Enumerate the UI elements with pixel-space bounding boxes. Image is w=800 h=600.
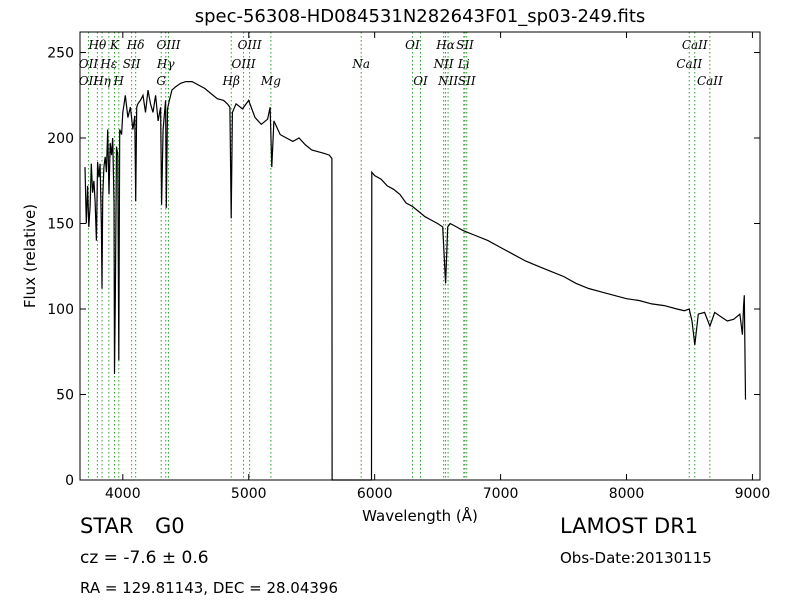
x-tick-label: 9000 [735,486,771,502]
y-tick-label: 150 [47,217,74,233]
line-annotation-label: OIII [232,57,256,71]
x-tick-label: 8000 [609,486,645,502]
line-annotation-label: CaII [676,57,702,71]
line-annotation-label: Hε [99,57,117,71]
x-tick-label: 4000 [105,486,141,502]
line-annotation-label: NII [437,74,458,88]
line-annotation-label: OIII [238,38,262,52]
y-tick-label: 0 [65,473,74,489]
line-annotation-label: Li [457,57,470,71]
y-axis-label: Flux (relative) [21,204,39,308]
line-annotation-label: Na [351,57,370,71]
line-annotation-label: CaII [697,74,723,88]
y-tick-label: 250 [47,46,74,62]
y-axis-ticks: 0 50 100 150 200 250 [47,46,760,489]
line-annotation-label: Hα [435,38,455,52]
x-tick-label: 7000 [483,486,519,502]
line-annotation-label: K [109,38,120,52]
line-annotation-label: Hγ [156,57,175,71]
line-annotations: OII OII Hθ Hη Hε K H SII Hδ G Hγ OIII Hβ OIII OIII Mg Na… [79,38,723,88]
redshift-value: cz = -7.6 ± 0.6 [80,548,209,568]
line-annotation-label: CaII [682,38,708,52]
emission-line-markers [87,32,711,480]
line-annotation-label: Hβ [222,74,240,88]
line-annotation-label: H [113,74,125,88]
line-annotation-label: Hη [92,74,111,88]
line-annotation-label: SII [123,57,141,71]
line-annotation-label: OIII [156,38,180,52]
y-tick-label: 100 [47,302,74,318]
x-axis-ticks: 4000 5000 6000 7000 8000 9000 [105,32,770,502]
x-tick-label: 6000 [357,486,393,502]
spectrum-line [84,81,747,481]
x-axis-label: Wavelength (Å) [362,506,478,525]
line-annotation-label: OI [405,38,420,52]
line-annotation-label: OII [79,74,99,88]
line-annotation-label: SII [456,38,474,52]
coordinates: RA = 129.81143, DEC = 28.04396 [80,579,339,597]
plot-frame [79,31,761,481]
line-annotation-label: Mg [260,74,281,88]
line-annotation-label: NII [433,57,454,71]
object-class: STAR [80,514,134,538]
spectral-subclass: G0 [155,514,185,538]
line-annotation-label: Hθ [88,38,107,52]
survey-name: LAMOST DR1 [560,514,699,538]
x-tick-label: 5000 [231,486,267,502]
y-tick-label: 200 [47,131,74,147]
line-annotation-label: Hδ [126,38,145,52]
line-annotation-label: OI [413,74,428,88]
y-tick-label: 50 [56,388,74,404]
line-annotation-label: G [156,74,166,88]
observation-date: Obs-Date:20130115 [560,549,712,567]
chart-title: spec-56308-HD084531N282643F01_sp03-249.f… [195,6,646,27]
line-annotation-label: OII [79,57,99,71]
line-annotation-label: SII [458,74,476,88]
